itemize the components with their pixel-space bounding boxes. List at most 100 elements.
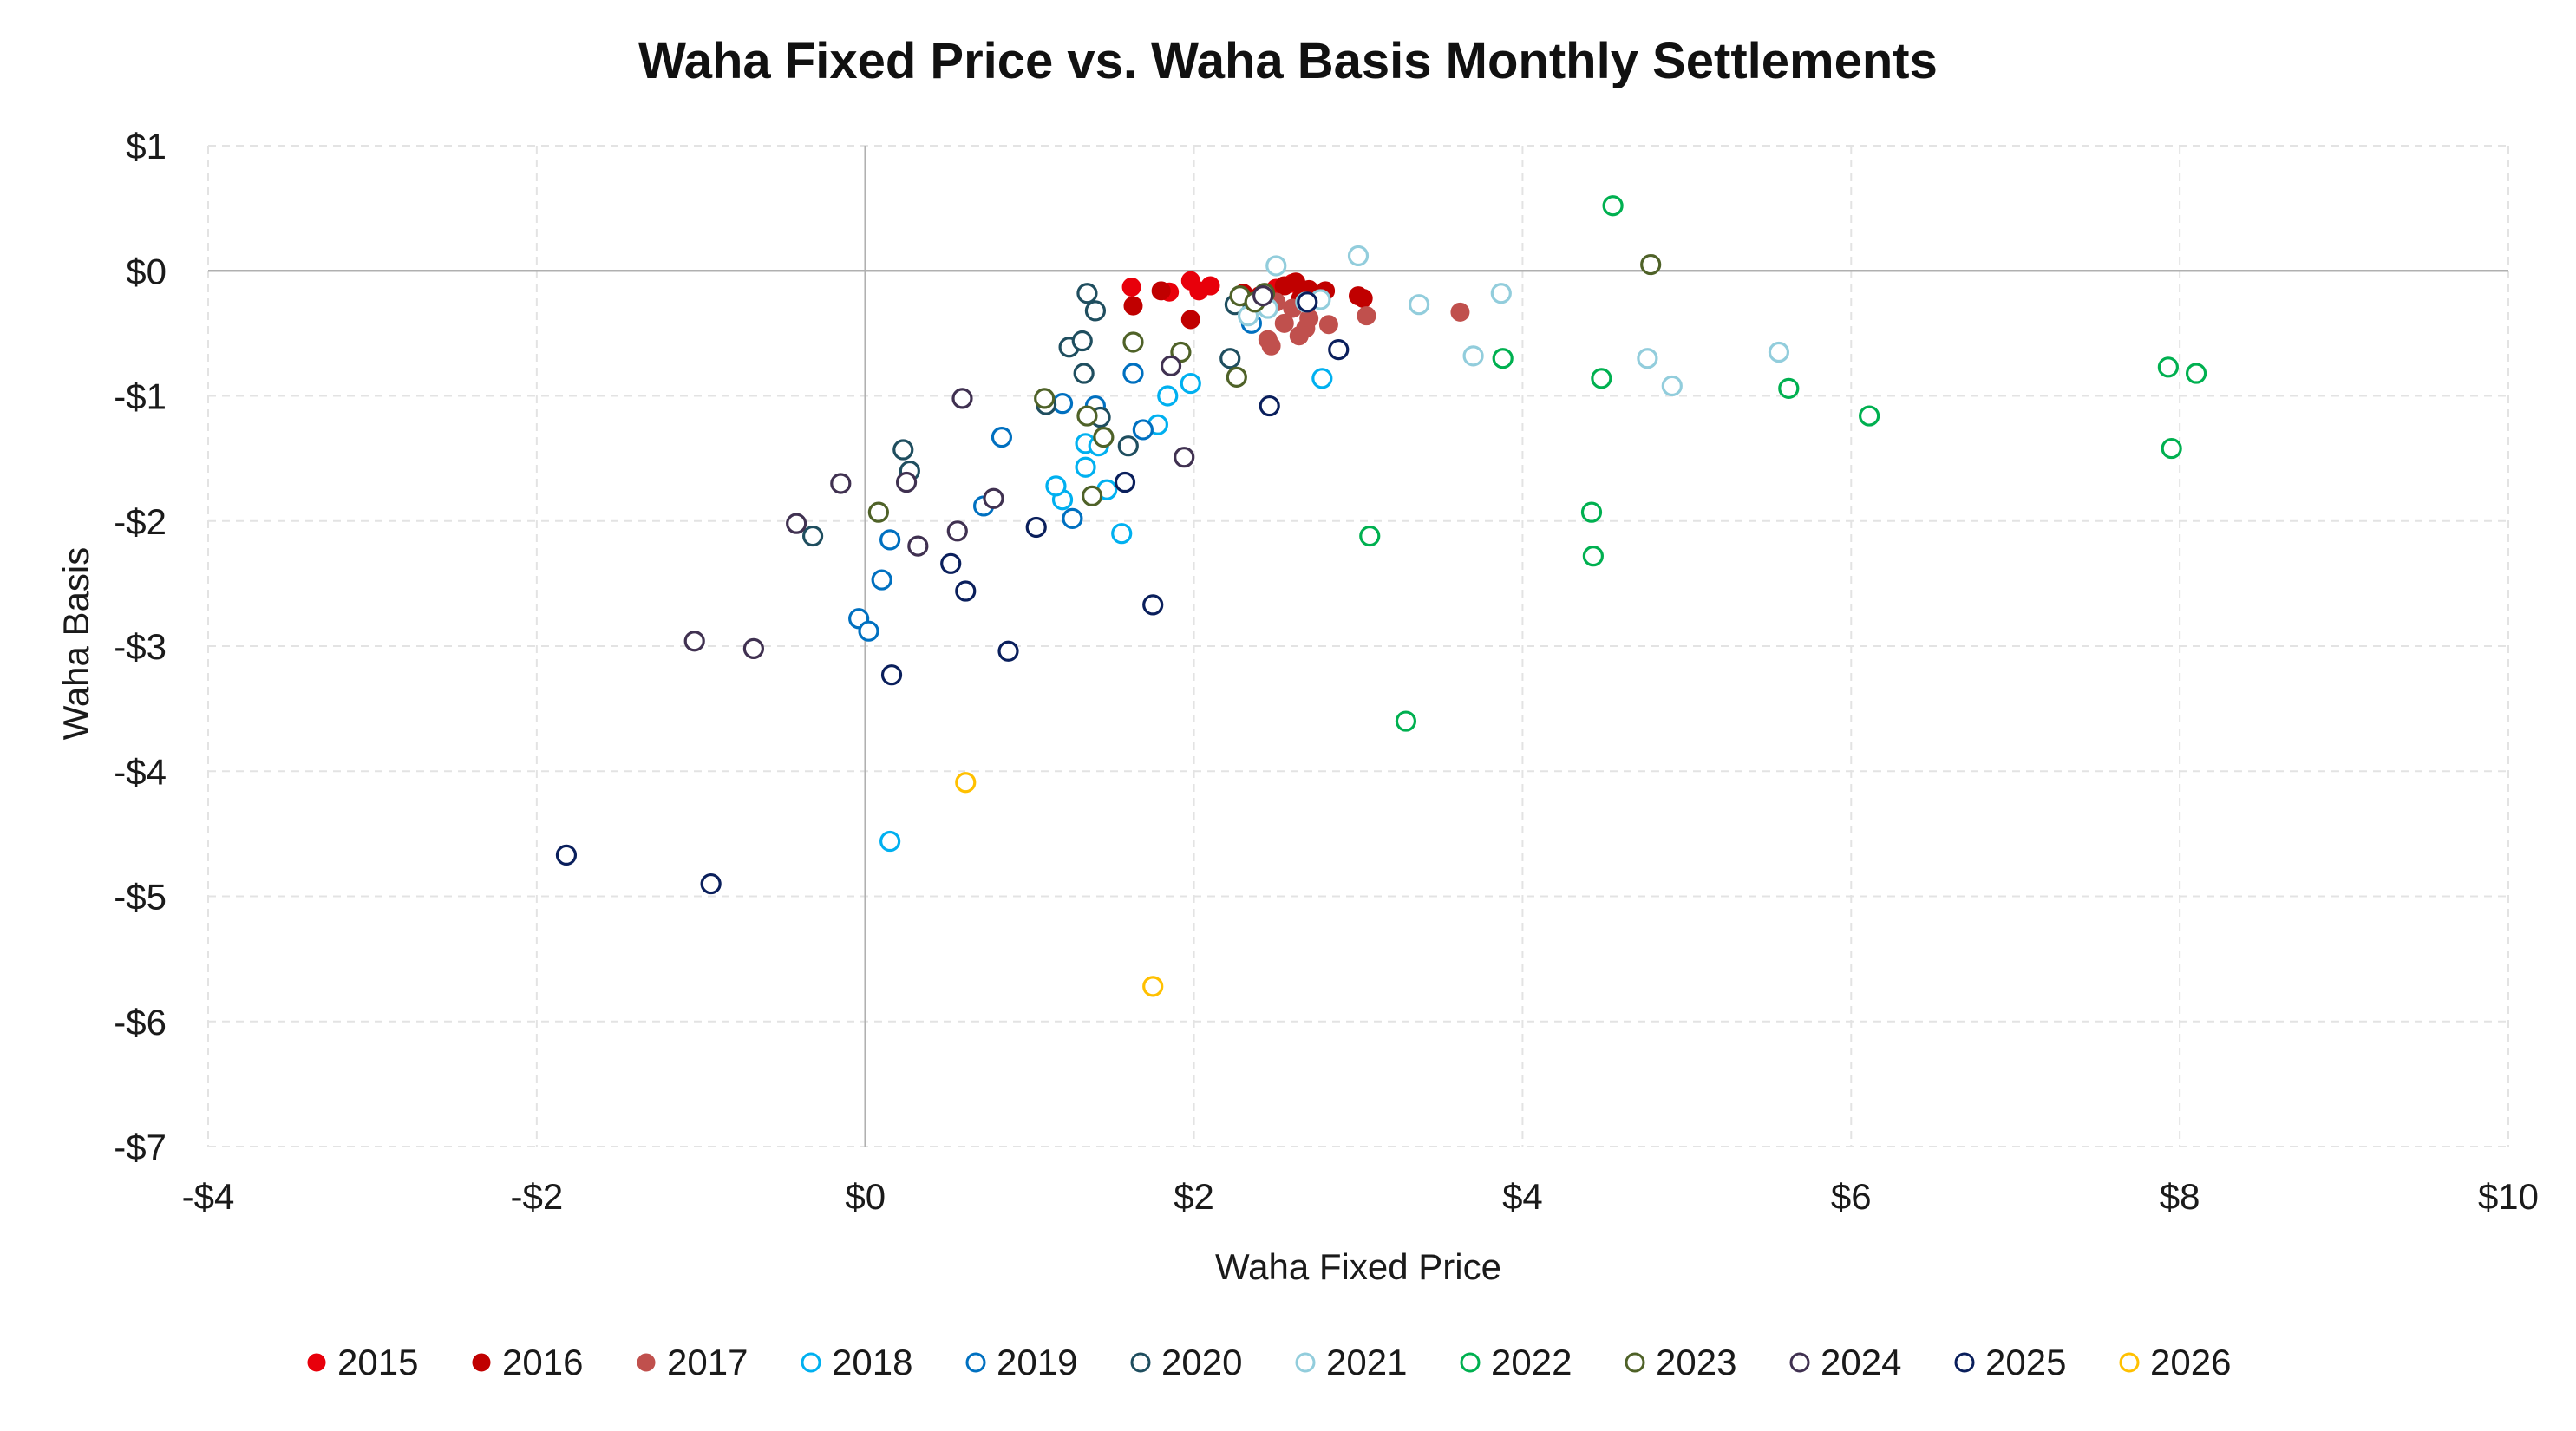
data-point xyxy=(1582,546,1604,567)
legend-marker xyxy=(637,1353,656,1372)
data-point xyxy=(907,535,929,557)
data-point xyxy=(1261,336,1281,356)
x-tick-label: $2 xyxy=(1174,1176,1214,1217)
legend-item: 2021 xyxy=(1295,1342,1407,1382)
legend-marker xyxy=(307,1353,326,1372)
y-tick-label: -$2 xyxy=(114,501,167,542)
data-point xyxy=(1359,525,1381,547)
y-tick-label: -$4 xyxy=(114,751,167,792)
y-tick-label: -$7 xyxy=(114,1127,167,1167)
data-points xyxy=(555,195,2207,997)
legend-label: 2024 xyxy=(1821,1342,1901,1382)
data-point xyxy=(1034,388,1056,409)
y-tick-label: $0 xyxy=(126,251,167,291)
legend-marker xyxy=(1625,1352,1645,1373)
data-point xyxy=(1580,501,1603,523)
legend-item: 2025 xyxy=(1954,1342,2066,1382)
data-point xyxy=(1073,363,1095,384)
data-point xyxy=(1111,523,1133,545)
data-point xyxy=(1226,366,1247,388)
legend: 2015 2016 2017 2018 2019 2020 2021 2022 2023 2024… xyxy=(307,1342,2231,1382)
data-point xyxy=(1180,372,1201,395)
data-point xyxy=(1157,385,1179,407)
series-2020 xyxy=(801,283,1246,547)
series-2026 xyxy=(955,772,1164,997)
x-tick-label: -$2 xyxy=(511,1176,564,1217)
data-point xyxy=(1640,253,1662,276)
data-point xyxy=(2185,363,2207,384)
x-axis-label: Waha Fixed Price xyxy=(1215,1246,1501,1287)
legend-item: 2015 xyxy=(307,1342,418,1382)
data-point xyxy=(1219,348,1241,369)
legend-item: 2022 xyxy=(1460,1342,1572,1382)
data-point xyxy=(1180,310,1200,330)
data-point xyxy=(1160,355,1182,376)
data-point xyxy=(892,439,914,461)
data-point xyxy=(1357,306,1376,326)
data-point xyxy=(830,473,852,494)
data-point xyxy=(742,637,765,659)
data-point xyxy=(1778,377,1800,399)
x-axis-tick-labels: -$4 -$2 $0 $2 $4 $6 $8 $10 xyxy=(182,1176,2539,1217)
data-point xyxy=(1395,710,1417,732)
data-point xyxy=(2161,437,2182,460)
data-point xyxy=(983,487,1004,509)
x-tick-label: $10 xyxy=(2478,1176,2539,1217)
data-point xyxy=(1591,368,1612,389)
data-point xyxy=(1062,507,1083,529)
legend-label: 2021 xyxy=(1326,1342,1407,1382)
data-point xyxy=(951,388,973,409)
data-point xyxy=(946,520,968,542)
data-point xyxy=(1076,405,1098,427)
y-tick-label: -$3 xyxy=(114,626,167,667)
y-tick-label: -$5 xyxy=(114,877,167,918)
y-axis-tick-labels: $1 $0 -$1 -$2 -$3 -$4 -$5 -$6 -$7 xyxy=(114,126,167,1167)
series-2025 xyxy=(555,291,1350,895)
y-tick-label: -$6 xyxy=(114,1002,167,1042)
legend-item: 2026 xyxy=(2119,1342,2231,1382)
zero-axis-lines xyxy=(208,146,2508,1147)
y-axis-label: Waha Basis xyxy=(56,547,96,741)
data-point xyxy=(955,580,977,602)
data-point xyxy=(1189,281,1209,301)
data-point xyxy=(1132,419,1154,441)
legend-label: 2026 xyxy=(2150,1342,2231,1382)
data-point xyxy=(1082,485,1103,507)
legend-marker xyxy=(965,1352,986,1373)
data-point xyxy=(1259,395,1280,417)
data-point xyxy=(1084,300,1107,322)
legend-item: 2019 xyxy=(965,1342,1077,1382)
data-point xyxy=(2157,356,2179,378)
y-tick-label: $1 xyxy=(126,126,167,167)
legend-label: 2023 xyxy=(1656,1342,1736,1382)
data-point xyxy=(1328,339,1350,361)
data-point xyxy=(1859,405,1880,427)
x-tick-label: -$4 xyxy=(182,1176,235,1217)
chart-title: Waha Fixed Price vs. Waha Basis Monthly … xyxy=(638,33,1938,89)
data-point xyxy=(991,427,1013,448)
legend-marker xyxy=(1295,1352,1316,1373)
data-point xyxy=(1123,296,1143,316)
legend-label: 2017 xyxy=(667,1342,748,1382)
data-point xyxy=(1170,341,1192,363)
data-point xyxy=(879,529,901,551)
data-point xyxy=(555,844,578,866)
data-point xyxy=(1114,471,1136,493)
data-point xyxy=(867,501,889,523)
x-tick-label: $0 xyxy=(845,1176,886,1217)
data-point xyxy=(1121,278,1141,297)
data-point xyxy=(1071,330,1093,352)
data-point xyxy=(1252,285,1274,307)
data-point xyxy=(1353,288,1373,308)
legend-label: 2016 xyxy=(502,1342,583,1382)
data-point xyxy=(1297,291,1318,313)
x-tick-label: $6 xyxy=(1831,1176,1872,1217)
data-point xyxy=(1075,456,1096,478)
data-point xyxy=(1462,345,1484,367)
data-point xyxy=(1492,348,1514,369)
legend-label: 2020 xyxy=(1161,1342,1242,1382)
data-point xyxy=(1045,475,1067,497)
data-point xyxy=(700,872,722,895)
data-point xyxy=(1318,315,1338,335)
data-point xyxy=(1265,255,1287,277)
